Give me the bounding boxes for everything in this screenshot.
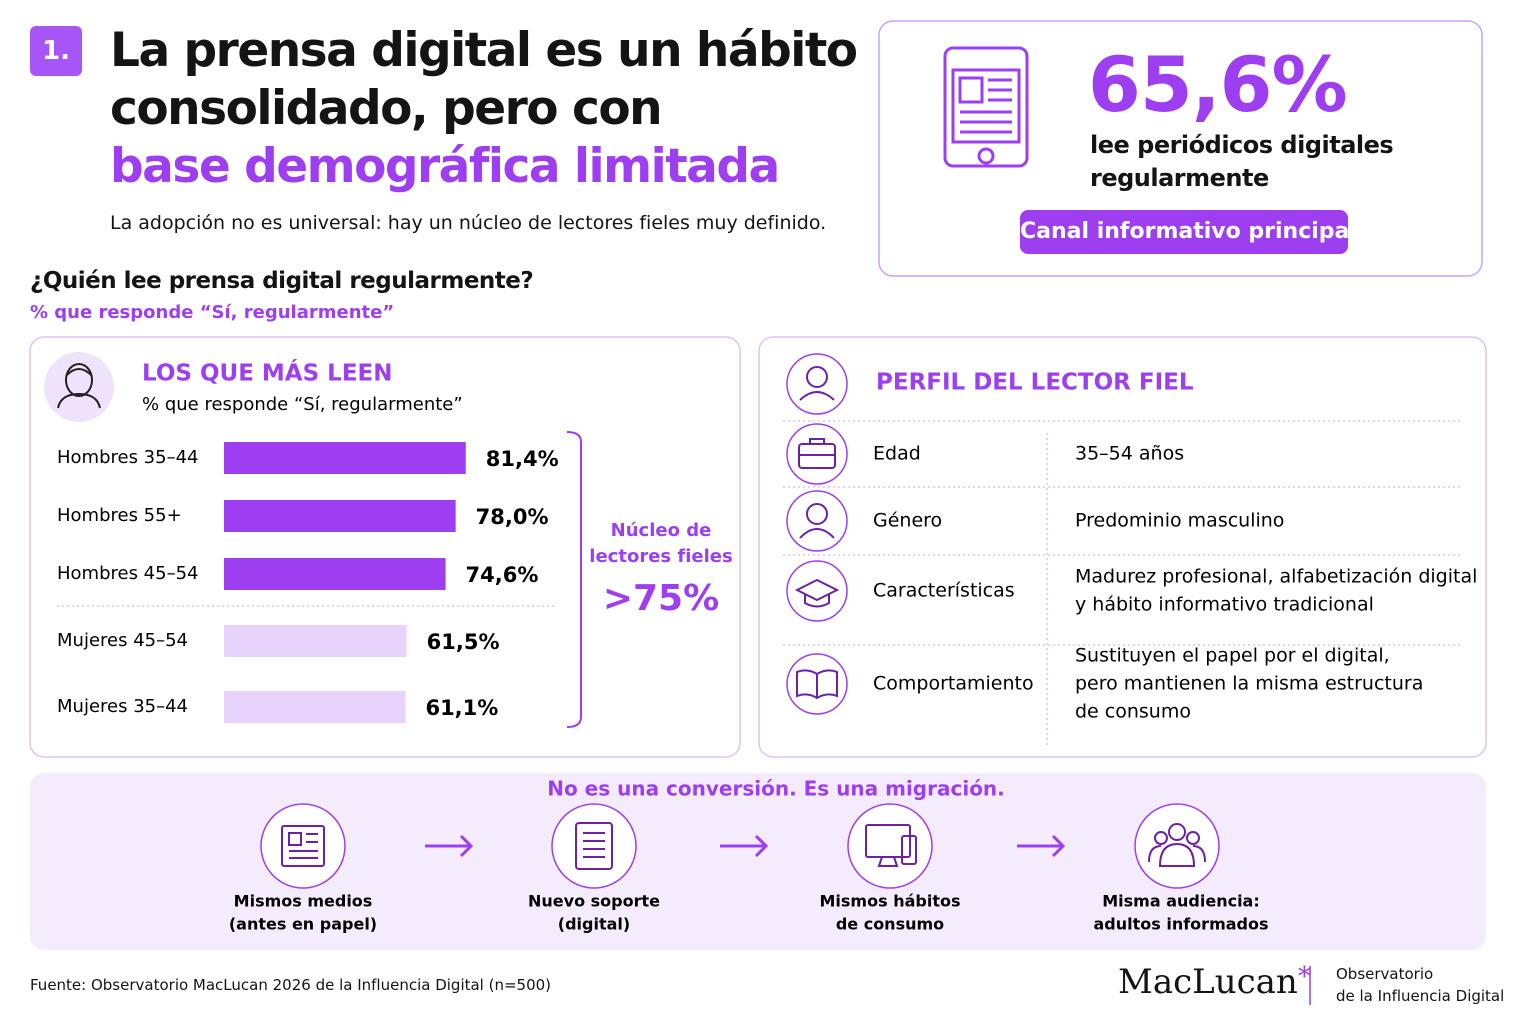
bar <box>224 442 466 474</box>
profile-icon-rings <box>786 353 848 715</box>
profile-icons <box>794 366 840 700</box>
subtitle: La adopción no es universal: hay un núcl… <box>110 212 827 234</box>
number: 1. <box>42 36 70 66</box>
step-label: Mismos medios <box>234 892 373 911</box>
title-line: La prensa digital es un hábito <box>110 23 858 78</box>
annotation: lectores fieles <box>589 546 732 567</box>
kpi-badge: Canal informativo principal <box>1020 219 1357 244</box>
step-arrows <box>425 834 1066 858</box>
bar <box>224 691 406 723</box>
category-label: Mujeres 35–44 <box>57 696 188 717</box>
profile-label: Características <box>873 580 1015 602</box>
profile-value: Predominio masculino <box>1075 510 1284 532</box>
brand: MacLucan* <box>1118 962 1311 1002</box>
kpi-label: lee periódicos digitales <box>1090 131 1394 159</box>
migration-title: No es una conversión. Es una migración. <box>547 777 1005 801</box>
annotation-value: >75% <box>603 578 719 619</box>
profile-label: Comportamiento <box>873 673 1034 695</box>
title-line: consolidado, pero con <box>110 81 663 136</box>
profile-title: PERFIL DEL LECTOR FIEL <box>876 370 1194 396</box>
chart-panel <box>29 336 741 758</box>
number-badge <box>30 26 82 76</box>
org-line: de la Influencia Digital <box>1336 987 1505 1005</box>
bar <box>224 558 446 590</box>
kpi-value: 65,6% <box>1088 40 1348 129</box>
bracket <box>566 431 582 728</box>
profile-value: pero mantienen la misma estructura <box>1075 673 1423 695</box>
step-label: (antes en papel) <box>229 915 377 934</box>
step-icons <box>281 822 1206 870</box>
bar <box>224 625 407 657</box>
profile-value: 35–54 años <box>1075 443 1184 465</box>
step-label: Nuevo soporte <box>528 892 660 911</box>
brand-mark: * <box>1297 962 1311 992</box>
category-label: Hombres 55+ <box>57 505 182 526</box>
profile-value: Madurez profesional, alfabetización digi… <box>1075 566 1477 588</box>
profile-panel <box>758 336 1487 758</box>
value-label: 78,0% <box>476 505 549 529</box>
source: Fuente: Observatorio MacLucan 2026 de la… <box>30 976 552 994</box>
category-label: Mujeres 45–54 <box>57 630 188 651</box>
profile-value: Sustituyen el papel por el digital, <box>1075 645 1390 667</box>
step-label: adultos informados <box>1093 915 1268 934</box>
step-label: de consumo <box>836 915 944 934</box>
category-label: Hombres 35–44 <box>57 447 199 468</box>
brand-name: MacLucan <box>1118 962 1298 1002</box>
avatar-bg <box>44 352 114 422</box>
category-label: Hombres 45–54 <box>57 563 199 584</box>
step-label: Misma audiencia: <box>1102 892 1260 911</box>
step-label: Mismos hábitos <box>820 892 961 911</box>
chart-subtitle: % que responde “Sí, regularmente” <box>142 394 463 415</box>
chart-title: LOS QUE MÁS LEEN <box>142 359 393 387</box>
value-label: 61,1% <box>425 696 498 720</box>
bar <box>224 500 456 532</box>
section-title: ¿Quién lee prensa digital regularmente? <box>30 268 534 294</box>
value-label: 74,6% <box>466 563 539 587</box>
title-highlight: base demográfica limitada <box>110 139 780 194</box>
kpi-label: regularmente <box>1090 164 1269 192</box>
org-line: Observatorio <box>1336 965 1434 983</box>
step-label: (digital) <box>558 915 630 934</box>
avatar-icon <box>57 363 101 409</box>
value-label: 61,5% <box>427 630 500 654</box>
tablet-icon <box>943 46 1029 168</box>
profile-value: y hábito informativo tradicional <box>1075 594 1374 616</box>
profile-label: Edad <box>873 443 921 465</box>
profile-grid <box>783 420 1462 745</box>
section-subtitle: % que responde “Sí, regularmente” <box>30 302 395 323</box>
profile-label: Género <box>873 510 942 532</box>
migration-band <box>30 773 1486 950</box>
annotation: Núcleo de <box>611 520 712 541</box>
profile-value: de consumo <box>1075 701 1191 723</box>
kpi-box <box>878 20 1483 277</box>
kpi-badge-bg <box>1020 210 1348 254</box>
value-label: 81,4% <box>486 447 559 471</box>
